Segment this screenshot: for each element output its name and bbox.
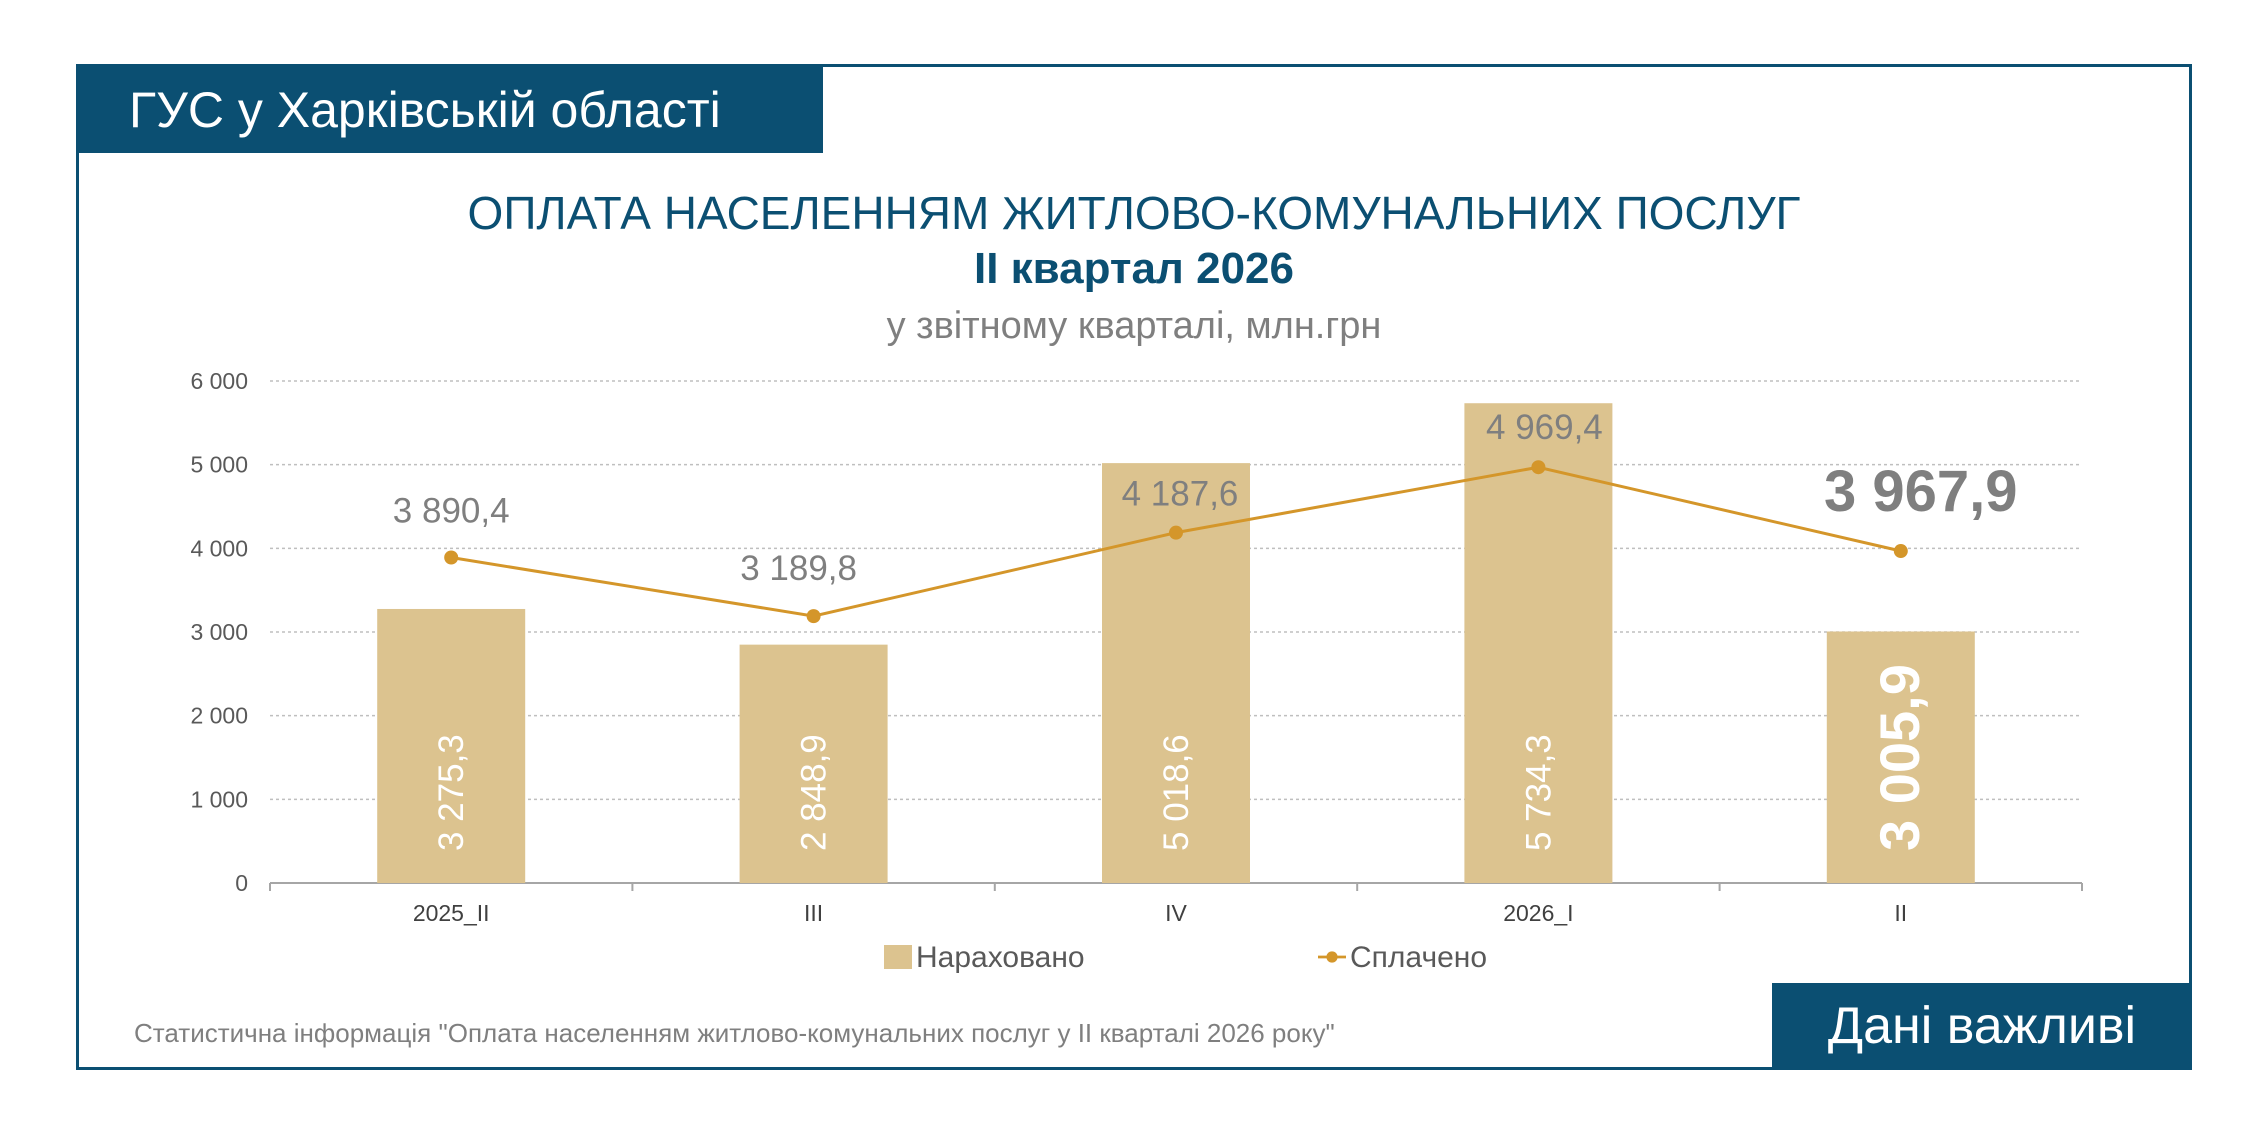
y-tick-label: 3 000 [190,619,248,645]
y-tick-label: 6 000 [190,368,248,394]
chart-title: ОПЛАТА НАСЕЛЕННЯМ ЖИТЛОВО-КОМУНАЛЬНИХ ПО… [467,187,1801,239]
bar [739,644,888,883]
line-data-label: 3 890,4 [393,492,510,531]
unit-label: у звітному кварталі, млн.грн [886,305,1382,347]
bar [377,608,526,883]
y-tick-label: 4 000 [190,535,248,561]
line-data-label: 3 189,8 [740,549,857,588]
y-tick-label: 0 [235,870,248,896]
legend-label-bar: Нараховано [916,941,1085,974]
chart-frame [76,64,2192,1070]
bar-data-label: 3 005,9 [1868,664,1931,851]
legend-bar-swatch [884,945,912,970]
legend-line-swatch [1318,951,1346,963]
y-tick-label: 1 000 [190,786,248,812]
x-tick-label: II [1894,900,1907,926]
bar [1464,403,1613,883]
x-tick-label: 2026_I [1503,900,1573,926]
line-point [1169,525,1183,540]
org-badge: ГУС у Харківській області [79,67,823,153]
line-data-label: 3 967,9 [1824,459,2018,524]
bar-data-label: 2 848,9 [795,734,834,851]
line-data-label: 4 969,4 [1486,408,1603,447]
legend-item-line: Сплачено [1318,938,1487,978]
y-tick-label: 5 000 [190,452,248,478]
line-point [1531,460,1546,475]
legend-item-bar: Нараховано [884,938,1085,978]
legend-label-line: Сплачено [1350,941,1488,974]
line-point [444,550,459,565]
y-tick-label: 2 000 [190,703,248,729]
x-tick-label: 2025_II [413,900,490,926]
line-point [1893,544,1908,559]
x-tick-label: III [804,900,823,926]
source-note: Статистична інформація "Оплата населення… [134,1018,1335,1048]
bar-data-label: 5 018,6 [1157,734,1196,851]
line-data-label: 4 187,6 [1122,475,1239,514]
legend: Нараховано Сплачено [0,938,2268,978]
bar-data-label: 5 734,3 [1519,734,1558,851]
chart-subtitle: II квартал 2026 [973,244,1294,293]
line-point [806,609,821,624]
bar-data-label: 3 275,3 [432,734,471,851]
brand-badge: Дані важливі [1772,983,2192,1070]
x-tick-label: IV [1165,900,1187,926]
bar [1826,631,1975,883]
